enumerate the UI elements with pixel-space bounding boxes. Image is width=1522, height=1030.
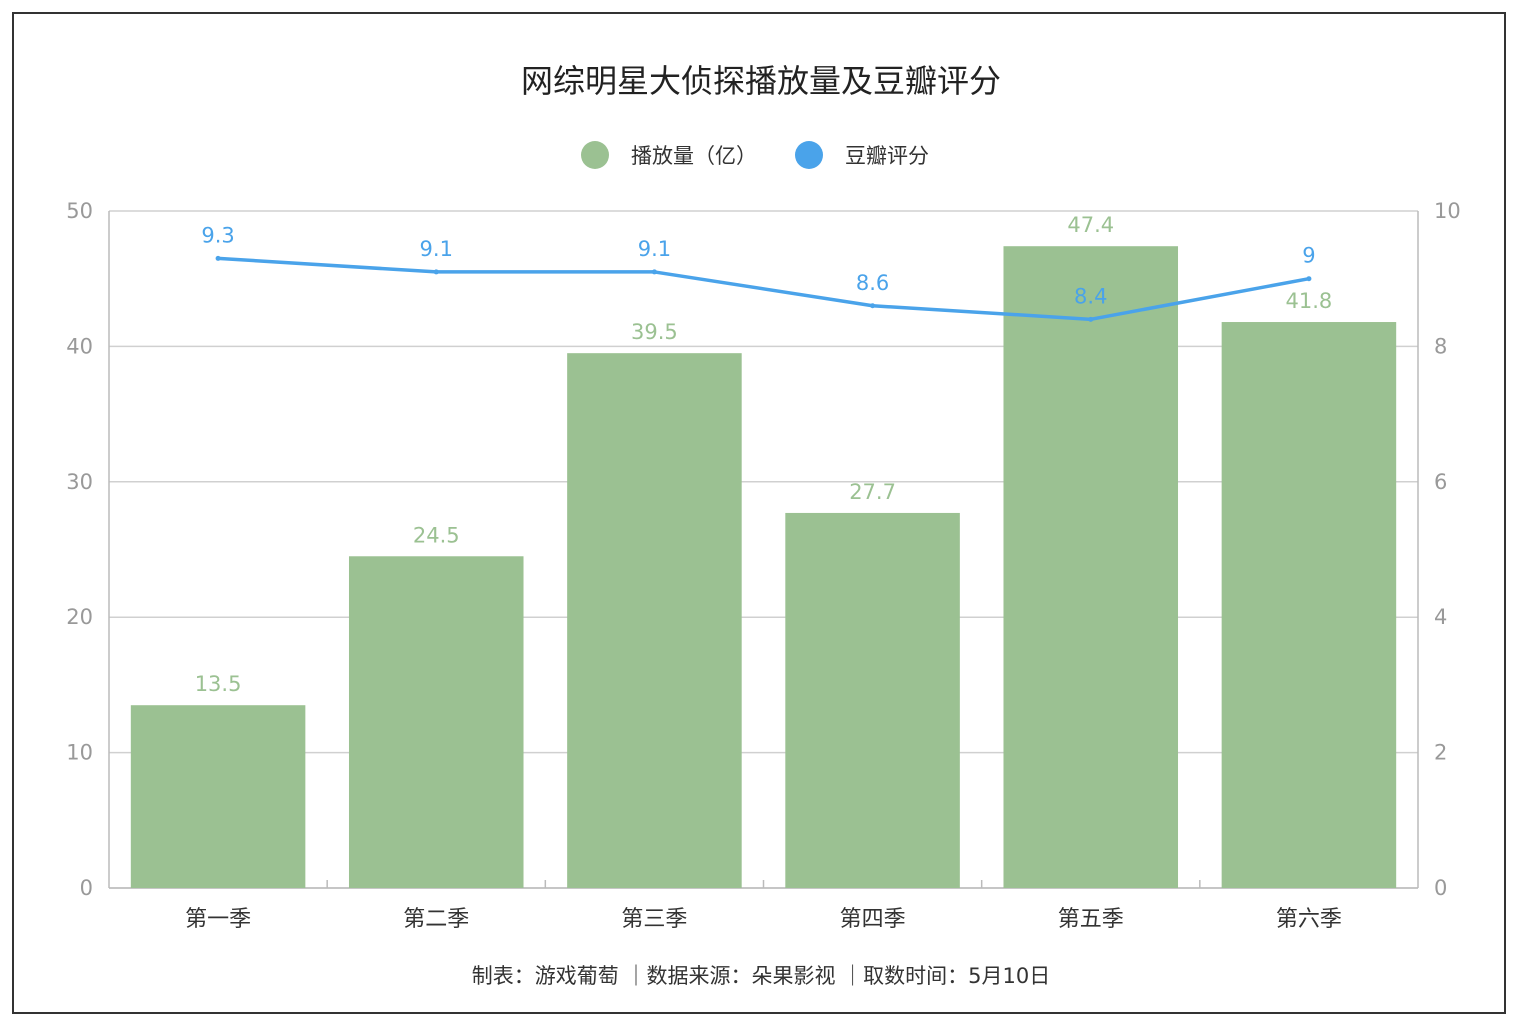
bar-data-label: 27.7 bbox=[849, 480, 896, 504]
legend-swatch-plays bbox=[581, 141, 609, 169]
x-category-label: 第四季 bbox=[840, 907, 906, 932]
y-right-tick-label: 6 bbox=[1434, 470, 1447, 494]
rating-data-label: 8.4 bbox=[1074, 284, 1107, 308]
bar bbox=[1003, 246, 1179, 889]
rating-data-label: 9 bbox=[1302, 244, 1315, 268]
bar bbox=[130, 705, 306, 888]
bar-data-label: 41.8 bbox=[1286, 289, 1333, 313]
bar-data-label: 24.5 bbox=[413, 523, 460, 547]
y-right-tick-label: 4 bbox=[1434, 605, 1447, 629]
x-category-label: 第五季 bbox=[1058, 907, 1124, 932]
y-right-tick-label: 8 bbox=[1434, 334, 1447, 358]
rating-point bbox=[870, 303, 876, 309]
chart-title: 网综明星大侦探播放量及豆瓣评分 bbox=[520, 62, 1001, 100]
bar bbox=[785, 512, 960, 888]
y-left-tick-label: 20 bbox=[66, 605, 93, 629]
legend-label-plays: 播放量（亿） bbox=[631, 144, 757, 168]
x-category-label: 第六季 bbox=[1276, 907, 1342, 932]
chart-footer: 制表：游戏葡萄 ｜数据来源：朵果影视 ｜取数时间：5月10日 bbox=[471, 964, 1051, 988]
bar-data-label: 47.4 bbox=[1067, 213, 1114, 237]
x-category-label: 第三季 bbox=[621, 907, 687, 932]
rating-data-label: 9.3 bbox=[201, 223, 234, 247]
bar bbox=[348, 556, 524, 888]
rating-data-label: 9.1 bbox=[638, 237, 671, 261]
y-left-tick-label: 10 bbox=[66, 741, 93, 765]
rating-line bbox=[217, 256, 1310, 322]
y-left-tick-label: 0 bbox=[80, 876, 93, 900]
legend: 播放量（亿） 豆瓣评分 bbox=[0, 137, 1522, 173]
legend-item-rating[interactable]: 豆瓣评分 bbox=[795, 137, 929, 173]
y-right-tick-label: 10 bbox=[1434, 199, 1461, 223]
y-right-tick-label: 0 bbox=[1434, 876, 1447, 900]
y-left-tick-label: 30 bbox=[66, 470, 93, 494]
bar bbox=[567, 353, 742, 888]
legend-swatch-rating bbox=[795, 141, 823, 169]
y-left-tick-label: 40 bbox=[66, 334, 93, 358]
x-category-label: 第一季 bbox=[185, 907, 251, 932]
legend-label-rating: 豆瓣评分 bbox=[845, 144, 929, 168]
rating-point bbox=[651, 269, 657, 275]
y-left-tick-label: 50 bbox=[66, 199, 93, 223]
rating-point bbox=[1088, 316, 1094, 322]
x-category-label: 第二季 bbox=[403, 907, 469, 932]
rating-data-label: 9.1 bbox=[420, 237, 453, 261]
rating-point bbox=[1306, 276, 1312, 282]
bar-data-label: 13.5 bbox=[195, 672, 242, 696]
y-right-tick-label: 2 bbox=[1434, 741, 1447, 765]
rating-point bbox=[215, 255, 221, 261]
bar-data-label: 39.5 bbox=[631, 320, 678, 344]
rating-point bbox=[433, 269, 439, 275]
rating-data-label: 8.6 bbox=[856, 271, 889, 295]
bar bbox=[1221, 322, 1397, 888]
legend-item-plays[interactable]: 播放量（亿） bbox=[581, 137, 757, 173]
